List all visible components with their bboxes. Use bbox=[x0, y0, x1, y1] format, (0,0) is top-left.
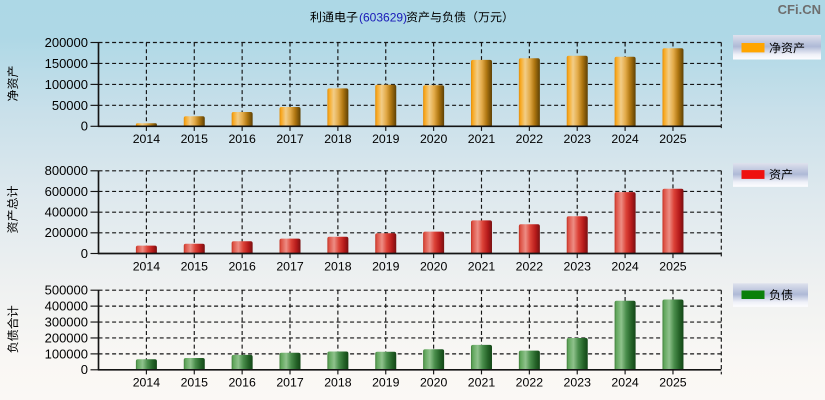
svg-text:2017: 2017 bbox=[276, 132, 304, 146]
svg-text:2014: 2014 bbox=[133, 132, 161, 146]
svg-text:2024: 2024 bbox=[611, 132, 639, 146]
svg-text:2014: 2014 bbox=[133, 376, 161, 390]
svg-text:2020: 2020 bbox=[420, 132, 448, 146]
svg-text:2016: 2016 bbox=[228, 259, 256, 273]
svg-text:2025: 2025 bbox=[659, 259, 687, 273]
svg-text:100000: 100000 bbox=[45, 346, 88, 361]
svg-text:200000: 200000 bbox=[45, 225, 88, 240]
svg-text:CFi.CN: CFi.CN bbox=[778, 2, 821, 17]
svg-text:2024: 2024 bbox=[611, 259, 639, 273]
svg-text:0: 0 bbox=[81, 362, 88, 377]
svg-text:200000: 200000 bbox=[45, 35, 88, 50]
svg-text:2024: 2024 bbox=[611, 376, 639, 390]
svg-text:800000: 800000 bbox=[45, 163, 88, 178]
svg-text:2021: 2021 bbox=[468, 132, 496, 146]
svg-text:400000: 400000 bbox=[45, 299, 88, 314]
svg-text:2014: 2014 bbox=[133, 259, 161, 273]
svg-text:500000: 500000 bbox=[45, 283, 88, 298]
svg-text:2015: 2015 bbox=[181, 132, 209, 146]
svg-text:2020: 2020 bbox=[420, 259, 448, 273]
svg-text:2016: 2016 bbox=[228, 376, 256, 390]
svg-text:2018: 2018 bbox=[324, 259, 352, 273]
svg-text:2020: 2020 bbox=[420, 376, 448, 390]
svg-text:300000: 300000 bbox=[45, 314, 88, 329]
svg-text:400000: 400000 bbox=[45, 205, 88, 220]
svg-text:200000: 200000 bbox=[45, 330, 88, 345]
svg-text:2016: 2016 bbox=[228, 132, 256, 146]
svg-text:2025: 2025 bbox=[659, 376, 687, 390]
svg-text:2022: 2022 bbox=[516, 376, 544, 390]
svg-text:2021: 2021 bbox=[468, 259, 496, 273]
svg-text:0: 0 bbox=[81, 246, 88, 261]
svg-text:2017: 2017 bbox=[276, 259, 304, 273]
svg-text:2019: 2019 bbox=[372, 132, 400, 146]
svg-text:100000: 100000 bbox=[45, 77, 88, 92]
svg-text:2025: 2025 bbox=[659, 132, 687, 146]
svg-text:2022: 2022 bbox=[516, 132, 544, 146]
svg-text:0: 0 bbox=[81, 119, 88, 134]
svg-text:2015: 2015 bbox=[181, 259, 209, 273]
svg-text:2018: 2018 bbox=[324, 132, 352, 146]
svg-text:2015: 2015 bbox=[181, 376, 209, 390]
svg-text:(603629): (603629) bbox=[359, 10, 407, 24]
svg-text:2019: 2019 bbox=[372, 259, 400, 273]
svg-text:2021: 2021 bbox=[468, 376, 496, 390]
svg-text:50000: 50000 bbox=[52, 98, 88, 113]
svg-text:150000: 150000 bbox=[45, 56, 88, 71]
svg-text:2023: 2023 bbox=[564, 259, 592, 273]
svg-text:2023: 2023 bbox=[564, 376, 592, 390]
svg-text:2018: 2018 bbox=[324, 376, 352, 390]
svg-text:600000: 600000 bbox=[45, 184, 88, 199]
svg-text:2023: 2023 bbox=[564, 132, 592, 146]
svg-text:2022: 2022 bbox=[516, 259, 544, 273]
svg-text:2017: 2017 bbox=[276, 376, 304, 390]
svg-text:2019: 2019 bbox=[372, 376, 400, 390]
